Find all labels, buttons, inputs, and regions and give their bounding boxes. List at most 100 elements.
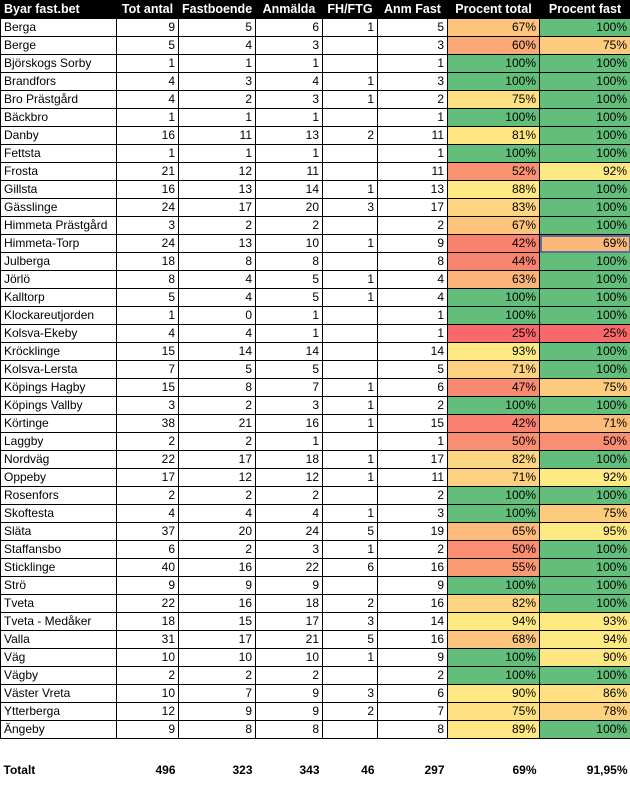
row-anmalda[interactable]: 13: [255, 126, 323, 145]
row-fh-ftg[interactable]: [322, 666, 378, 685]
row-fastboende[interactable]: 8: [178, 252, 256, 271]
row-anmalda[interactable]: 8: [255, 720, 323, 739]
row-procent-total[interactable]: 50%: [447, 540, 540, 559]
row-procent-fast[interactable]: 78%: [539, 702, 630, 721]
header-cell[interactable]: Fastboende: [178, 0, 256, 19]
row-anm-fast[interactable]: 2: [377, 486, 448, 505]
row-anmalda[interactable]: 20: [255, 198, 323, 217]
row-fastboende[interactable]: 9: [178, 702, 256, 721]
row-name[interactable]: Släta: [0, 522, 117, 541]
row-anmalda[interactable]: 21: [255, 630, 323, 649]
row-procent-fast[interactable]: 100%: [539, 666, 630, 685]
row-procent-fast[interactable]: 100%: [539, 342, 630, 361]
row-procent-fast[interactable]: 95%: [539, 522, 630, 541]
row-fh-ftg[interactable]: [322, 216, 378, 235]
row-procent-fast[interactable]: 75%: [539, 378, 630, 397]
row-anm-fast[interactable]: 2: [377, 666, 448, 685]
row-fh-ftg[interactable]: 1: [322, 396, 378, 415]
row-procent-fast[interactable]: 100%: [539, 540, 630, 559]
row-anm-fast[interactable]: 16: [377, 558, 448, 577]
totals-percent-total[interactable]: 69%: [512, 763, 537, 777]
row-procent-total[interactable]: 100%: [447, 108, 540, 127]
row-anm-fast[interactable]: 11: [377, 468, 448, 487]
row-fh-ftg[interactable]: [322, 432, 378, 451]
row-procent-fast[interactable]: 100%: [539, 54, 630, 73]
row-procent-fast[interactable]: 25%: [539, 324, 630, 343]
row-anm-fast[interactable]: 1: [377, 144, 448, 163]
header-cell[interactable]: FH/FTG: [322, 0, 378, 19]
row-tot-antal[interactable]: 9: [116, 720, 179, 739]
row-fh-ftg[interactable]: 1: [322, 468, 378, 487]
row-anm-fast[interactable]: 2: [377, 540, 448, 559]
row-fastboende[interactable]: 2: [178, 216, 256, 235]
row-fh-ftg[interactable]: [322, 144, 378, 163]
row-name[interactable]: Klockareutjorden: [0, 306, 117, 325]
header-cell[interactable]: Tot antal: [116, 0, 179, 19]
row-tot-antal[interactable]: 22: [116, 594, 179, 613]
row-name[interactable]: Valla: [0, 630, 117, 649]
row-name[interactable]: Sticklinge: [0, 558, 117, 577]
row-fastboende[interactable]: 8: [178, 720, 256, 739]
row-name[interactable]: Bäckbro: [0, 108, 117, 127]
row-anm-fast[interactable]: 6: [377, 684, 448, 703]
row-name[interactable]: Björskogs Sorby: [0, 54, 117, 73]
row-fh-ftg[interactable]: 1: [322, 414, 378, 433]
row-fh-ftg[interactable]: [322, 36, 378, 55]
row-anmalda[interactable]: 2: [255, 486, 323, 505]
row-fastboende[interactable]: 13: [178, 180, 256, 199]
row-procent-total[interactable]: 52%: [447, 162, 540, 181]
row-fh-ftg[interactable]: 1: [322, 234, 378, 253]
row-name[interactable]: Köpings Vallby: [0, 396, 117, 415]
row-tot-antal[interactable]: 1: [116, 54, 179, 73]
row-fh-ftg[interactable]: 3: [322, 612, 378, 631]
row-anmalda[interactable]: 22: [255, 558, 323, 577]
header-cell[interactable]: Byar fast.bet: [0, 0, 117, 19]
row-procent-fast[interactable]: 50%: [539, 432, 630, 451]
row-anm-fast[interactable]: 2: [377, 396, 448, 415]
row-anm-fast[interactable]: 1: [377, 306, 448, 325]
row-procent-fast[interactable]: 100%: [539, 288, 630, 307]
row-tot-antal[interactable]: 31: [116, 630, 179, 649]
row-anmalda[interactable]: 3: [255, 396, 323, 415]
row-procent-fast[interactable]: 100%: [539, 396, 630, 415]
row-tot-antal[interactable]: 5: [116, 36, 179, 55]
row-anmalda[interactable]: 10: [255, 648, 323, 667]
row-name[interactable]: Kalltorp: [0, 288, 117, 307]
row-tot-antal[interactable]: 9: [116, 18, 179, 37]
row-tot-antal[interactable]: 12: [116, 702, 179, 721]
row-fastboende[interactable]: 2: [178, 90, 256, 109]
row-tot-antal[interactable]: 4: [116, 324, 179, 343]
row-tot-antal[interactable]: 6: [116, 540, 179, 559]
row-procent-total[interactable]: 100%: [447, 648, 540, 667]
row-tot-antal[interactable]: 17: [116, 468, 179, 487]
row-anmalda[interactable]: 2: [255, 666, 323, 685]
row-fastboende[interactable]: 16: [178, 594, 256, 613]
row-procent-fast[interactable]: 94%: [539, 630, 630, 649]
row-procent-total[interactable]: 67%: [447, 18, 540, 37]
row-name[interactable]: Berge: [0, 36, 117, 55]
row-name[interactable]: Rosenfors: [0, 486, 117, 505]
row-anm-fast[interactable]: 14: [377, 612, 448, 631]
row-name[interactable]: Ytterberga: [0, 702, 117, 721]
row-anmalda[interactable]: 10: [255, 234, 323, 253]
row-tot-antal[interactable]: 2: [116, 666, 179, 685]
row-procent-total[interactable]: 100%: [447, 72, 540, 91]
row-tot-antal[interactable]: 16: [116, 180, 179, 199]
row-anmalda[interactable]: 17: [255, 612, 323, 631]
row-fh-ftg[interactable]: 1: [322, 180, 378, 199]
row-procent-fast[interactable]: 86%: [539, 684, 630, 703]
row-anmalda[interactable]: 9: [255, 684, 323, 703]
row-tot-antal[interactable]: 18: [116, 252, 179, 271]
row-fh-ftg[interactable]: [322, 342, 378, 361]
row-anmalda[interactable]: 1: [255, 432, 323, 451]
row-anmalda[interactable]: 16: [255, 414, 323, 433]
row-fastboende[interactable]: 0: [178, 306, 256, 325]
row-fh-ftg[interactable]: [322, 252, 378, 271]
row-fh-ftg[interactable]: 2: [322, 702, 378, 721]
row-fastboende[interactable]: 17: [178, 450, 256, 469]
row-anm-fast[interactable]: 9: [377, 576, 448, 595]
row-anmalda[interactable]: 14: [255, 180, 323, 199]
row-procent-total[interactable]: 44%: [447, 252, 540, 271]
row-anmalda[interactable]: 5: [255, 270, 323, 289]
row-fh-ftg[interactable]: 1: [322, 90, 378, 109]
